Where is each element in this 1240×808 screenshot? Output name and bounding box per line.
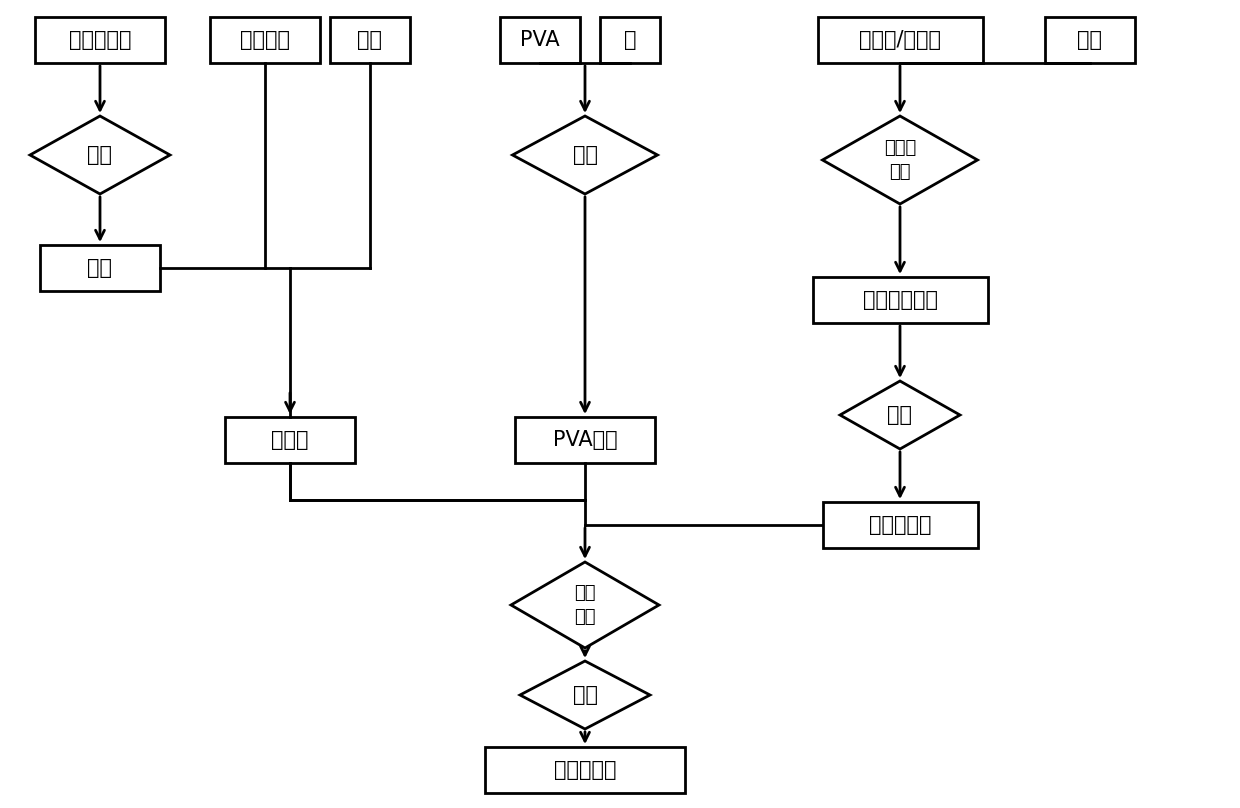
Bar [330, 17, 410, 63]
Polygon shape [839, 381, 960, 449]
Text: 水: 水 [624, 30, 636, 50]
Text: PVA: PVA [521, 30, 559, 50]
Bar [822, 502, 977, 548]
Bar [817, 17, 982, 63]
Bar [1045, 17, 1135, 63]
Bar [40, 245, 160, 291]
Text: 混凝
浇注: 混凝 浇注 [574, 584, 595, 626]
Polygon shape [511, 562, 658, 648]
Bar [35, 17, 165, 63]
Text: 功能填料: 功能填料 [241, 30, 290, 50]
Text: 混合料: 混合料 [272, 430, 309, 450]
Text: 硅酸钠水溶液: 硅酸钠水溶液 [863, 290, 937, 310]
Text: 酸化: 酸化 [888, 405, 913, 425]
Polygon shape [520, 661, 650, 729]
Bar [224, 417, 355, 463]
Text: 稀酸: 稀酸 [1078, 30, 1102, 50]
Text: 水泥: 水泥 [357, 30, 382, 50]
Bar [812, 277, 987, 323]
Bar [515, 417, 655, 463]
Polygon shape [512, 116, 657, 194]
Text: 粉碎: 粉碎 [88, 145, 113, 165]
Text: 酸化水玻璃: 酸化水玻璃 [869, 515, 931, 535]
Text: PVA溶液: PVA溶液 [553, 430, 618, 450]
Text: 碎渣: 碎渣 [88, 258, 113, 278]
Text: 养护: 养护 [573, 685, 598, 705]
Text: 水泥固化体: 水泥固化体 [554, 760, 616, 780]
Polygon shape [30, 116, 170, 194]
Bar [500, 17, 580, 63]
Text: 水玻璃/硅酸钠: 水玻璃/硅酸钠 [859, 30, 941, 50]
Bar [485, 747, 684, 793]
Bar [600, 17, 660, 63]
Bar [210, 17, 320, 63]
Text: 溶解或
稀释: 溶解或 稀释 [884, 139, 916, 181]
Text: 溶解: 溶解 [573, 145, 598, 165]
Text: 放射性废渣: 放射性废渣 [68, 30, 131, 50]
Polygon shape [822, 116, 977, 204]
